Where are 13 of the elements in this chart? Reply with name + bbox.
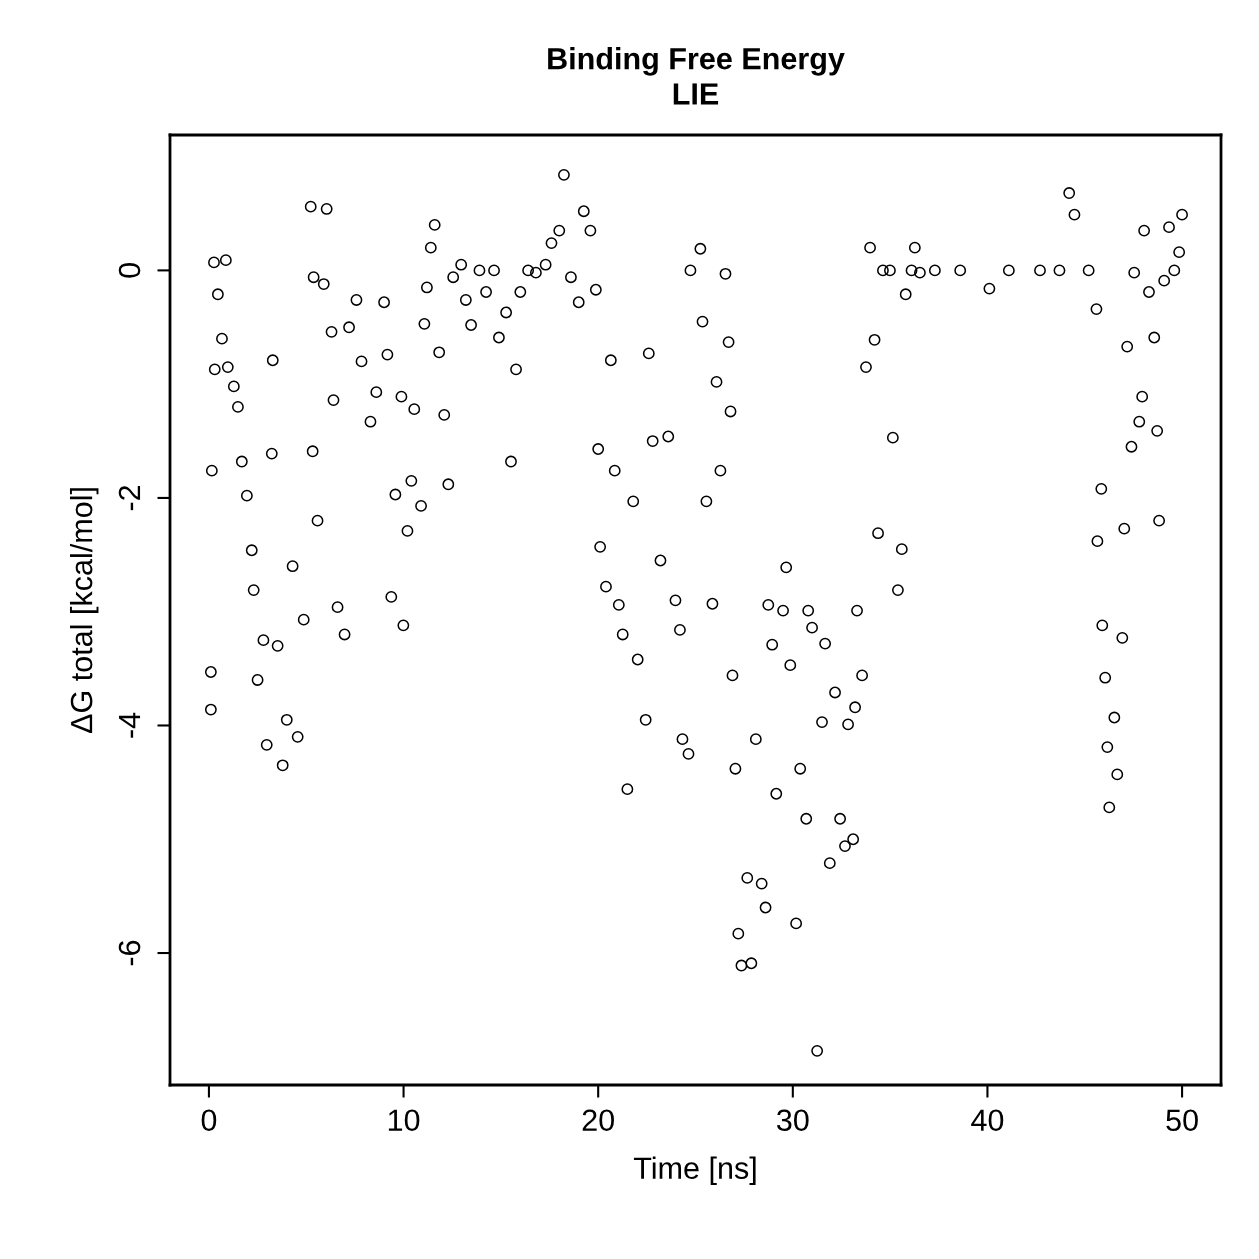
y-axis-title: ΔG total [kcal/mol] [69,488,99,734]
x-tick-label: 30 [776,1109,809,1132]
chart-title: Binding Free Energy LIE [548,47,845,105]
x-axis-title: Time [ns] [633,1156,756,1186]
x-tick-label: 10 [388,1109,420,1132]
y-tick-label: -2 [118,485,141,511]
y-tick-label: -6 [118,940,141,966]
x-tick-label: 40 [971,1109,1004,1132]
x-tick-label: 0 [201,1109,217,1132]
x-tick-label: 20 [582,1109,614,1132]
x-tick-label: 50 [1166,1109,1198,1132]
y-tick-label: -4 [119,712,141,738]
y-tick-label: 0 [118,263,141,278]
